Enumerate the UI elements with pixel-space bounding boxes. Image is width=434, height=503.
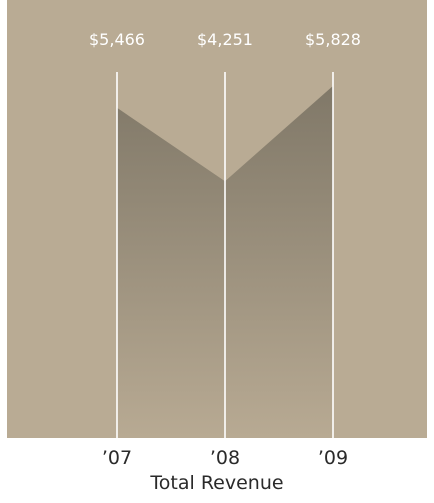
chart-caption: Total Revenue: [150, 472, 284, 494]
value-label-2: $4,251: [197, 30, 253, 49]
value-label-3: $5,828: [305, 30, 361, 49]
chart-panel: $5,466 $4,251 $5,828: [7, 0, 427, 438]
x-tick-label-2: ’08: [210, 447, 240, 469]
x-tick-label-3: ’09: [318, 447, 348, 469]
x-axis-ticks: ’07 ’08 ’09: [102, 447, 348, 469]
revenue-area-chart: $5,466 $4,251 $5,828: [7, 0, 427, 438]
value-label-1: $5,466: [89, 30, 145, 49]
x-tick-label-1: ’07: [102, 447, 132, 469]
